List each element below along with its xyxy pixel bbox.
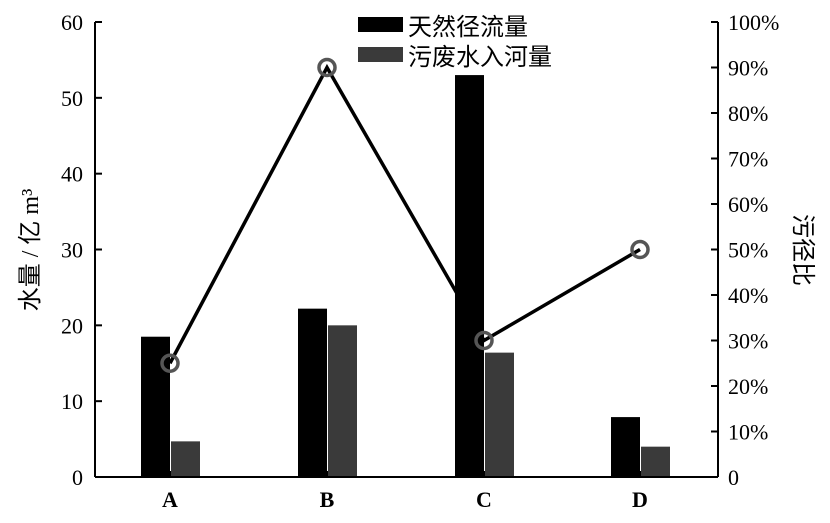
legend-label-1: 污废水入河量: [408, 44, 552, 71]
left-tick-label: 10: [61, 389, 83, 414]
x-tick-label: A: [162, 487, 178, 512]
right-tick-label: 30%: [728, 329, 768, 354]
right-tick-label: 90%: [728, 56, 768, 81]
x-tick-label: D: [632, 487, 648, 512]
y-axis-label: 水量 / 亿 m³: [17, 189, 44, 312]
right-tick-label: 60%: [728, 192, 768, 217]
right-tick-label: 0: [728, 465, 739, 490]
ratio-point-D: [630, 239, 650, 260]
bar-B-series-0: [298, 308, 327, 477]
right-tick-label: 80%: [728, 101, 768, 126]
left-tick-label: 40: [61, 162, 83, 187]
bar-C-series-0: [455, 75, 484, 477]
right-tick-label: 50%: [728, 238, 768, 263]
bar-A-series-1: [171, 441, 200, 477]
bar-C-series-1: [485, 352, 514, 477]
ratio-point-C: [474, 330, 494, 351]
ratio-point-B: [317, 57, 337, 78]
left-tick-label: 0: [72, 465, 83, 490]
right-tick-label: 70%: [728, 147, 768, 172]
left-tick-label: 50: [61, 86, 83, 111]
left-tick-label: 60: [61, 10, 83, 35]
legend-label-0: 天然径流量: [408, 14, 528, 41]
ratio-point-A: [160, 353, 180, 373]
left-tick-label: 30: [61, 238, 83, 263]
right-tick-label: 10%: [728, 420, 768, 445]
ratio-line: [168, 63, 641, 365]
right-tick-label: 100%: [728, 10, 779, 35]
bar-D-series-1: [641, 446, 670, 477]
bar-A-series-0: [141, 336, 170, 477]
left-tick-label: 20: [61, 313, 83, 338]
legend-swatch-1: [358, 47, 403, 62]
right-tick-label: 20%: [728, 374, 768, 399]
bar-D-series-0: [611, 417, 640, 477]
bar-B-series-1: [328, 325, 357, 477]
legend-swatch-0: [358, 17, 403, 32]
x-tick-label: B: [320, 487, 335, 512]
y-axis-label-right: 污径比: [789, 214, 816, 286]
x-tick-label: C: [476, 487, 492, 512]
right-tick-label: 40%: [728, 283, 768, 308]
